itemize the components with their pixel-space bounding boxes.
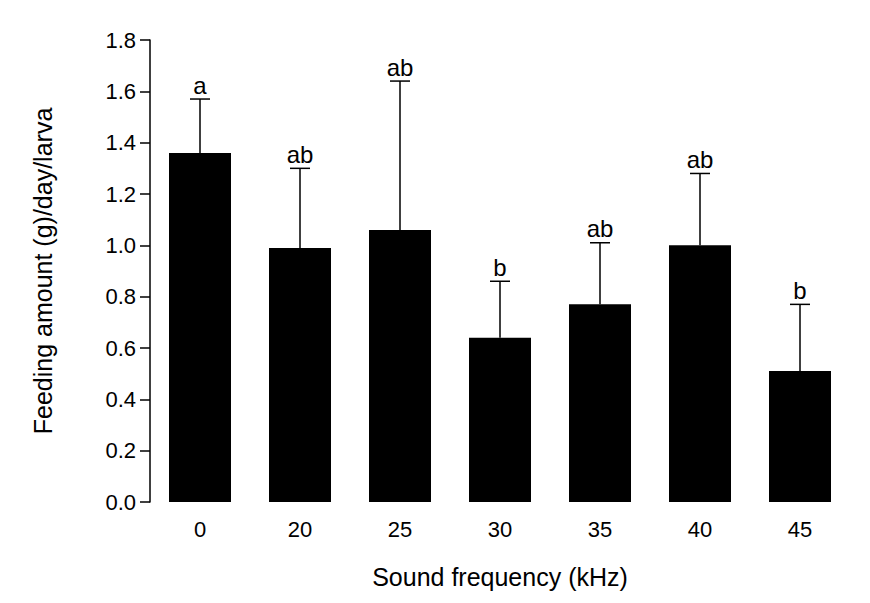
svg-text:1.6: 1.6 [105, 79, 136, 104]
svg-text:ab: ab [287, 141, 314, 168]
svg-text:ab: ab [687, 146, 714, 173]
svg-text:Feeding amount (g)/day/larva: Feeding amount (g)/day/larva [29, 108, 57, 435]
svg-text:0.8: 0.8 [105, 284, 136, 309]
svg-text:Sound frequency (kHz): Sound frequency (kHz) [372, 563, 628, 591]
svg-text:0.2: 0.2 [105, 438, 136, 463]
svg-text:25: 25 [388, 517, 412, 542]
svg-text:40: 40 [688, 517, 712, 542]
svg-text:20: 20 [288, 517, 312, 542]
svg-text:b: b [793, 277, 806, 304]
svg-text:ab: ab [387, 54, 414, 81]
svg-text:b: b [493, 254, 506, 281]
svg-text:1.4: 1.4 [105, 130, 136, 155]
svg-text:0.4: 0.4 [105, 387, 136, 412]
svg-text:1.2: 1.2 [105, 182, 136, 207]
svg-text:0.6: 0.6 [105, 336, 136, 361]
svg-text:30: 30 [488, 517, 512, 542]
svg-text:ab: ab [587, 215, 614, 242]
svg-text:45: 45 [788, 517, 812, 542]
svg-text:0.0: 0.0 [105, 490, 136, 515]
svg-text:a: a [193, 72, 207, 99]
svg-text:1.0: 1.0 [105, 233, 136, 258]
svg-text:35: 35 [588, 517, 612, 542]
svg-text:0: 0 [194, 517, 206, 542]
svg-text:1.8: 1.8 [105, 28, 136, 53]
